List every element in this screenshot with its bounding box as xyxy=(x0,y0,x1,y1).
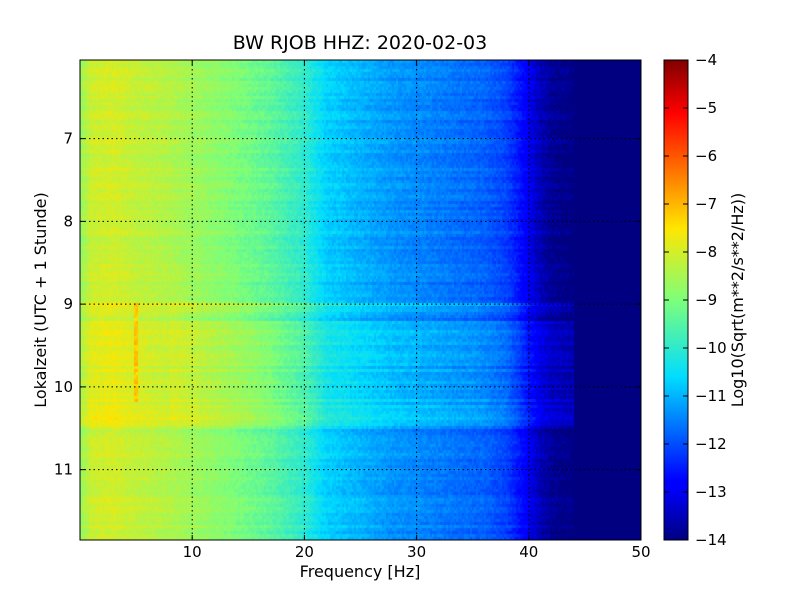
colorbar-tick-label: −14 xyxy=(695,531,727,549)
y-tick-label: 7 xyxy=(63,130,73,148)
y-axis-label: Lokalzeit (UTC + 1 Stunde) xyxy=(31,192,50,407)
colorbar-tick-label: −4 xyxy=(695,51,717,69)
colorbar-tick-label: −5 xyxy=(695,99,717,117)
x-tick-label: 50 xyxy=(631,543,650,561)
colorbar-tick-label: −8 xyxy=(695,243,717,261)
colorbar-tick-label: −11 xyxy=(695,387,727,405)
x-axis-ticks: 10 20 30 40 50 xyxy=(183,60,651,561)
colorbar: −4 −5 −6 −7 −8 −9 −10 −11 −12 −13 −14 Log10(Sqrt(m… xyxy=(663,51,747,549)
y-tick-label: 10 xyxy=(54,378,73,396)
y-tick-label: 11 xyxy=(54,461,73,479)
y-tick-label: 9 xyxy=(63,295,73,313)
colorbar-tick-label: −6 xyxy=(695,147,717,165)
x-tick-label: 40 xyxy=(519,543,538,561)
colorbar-tick-label: −12 xyxy=(695,435,727,453)
y-tick-label: 8 xyxy=(63,212,73,230)
colorbar-ticks: −4 −5 −6 −7 −8 −9 −10 −11 −12 −13 −14 xyxy=(664,51,727,549)
colorbar-tick-label: −9 xyxy=(695,291,717,309)
colorbar-tick-label: −10 xyxy=(695,339,727,357)
x-axis-label: Frequency [Hz] xyxy=(300,562,421,581)
plot-area: 10 20 30 40 50 7 8 9 10 11 xyxy=(54,59,651,561)
spectrogram-image xyxy=(80,60,641,540)
colorbar-label: Log10(Sqrt(m**2/s**2/Hz)) xyxy=(728,193,747,408)
colorbar-tick-label: −7 xyxy=(695,195,717,213)
x-tick-label: 10 xyxy=(183,543,202,561)
chart-title: BW RJOB HHZ: 2020-02-03 xyxy=(233,32,487,54)
colorbar-tick-label: −13 xyxy=(695,483,727,501)
x-tick-label: 20 xyxy=(295,543,314,561)
x-tick-label: 30 xyxy=(407,543,426,561)
grid-lines xyxy=(80,60,641,540)
plot-frame xyxy=(79,59,642,541)
y-axis-ticks: 7 8 9 10 11 xyxy=(54,130,641,479)
